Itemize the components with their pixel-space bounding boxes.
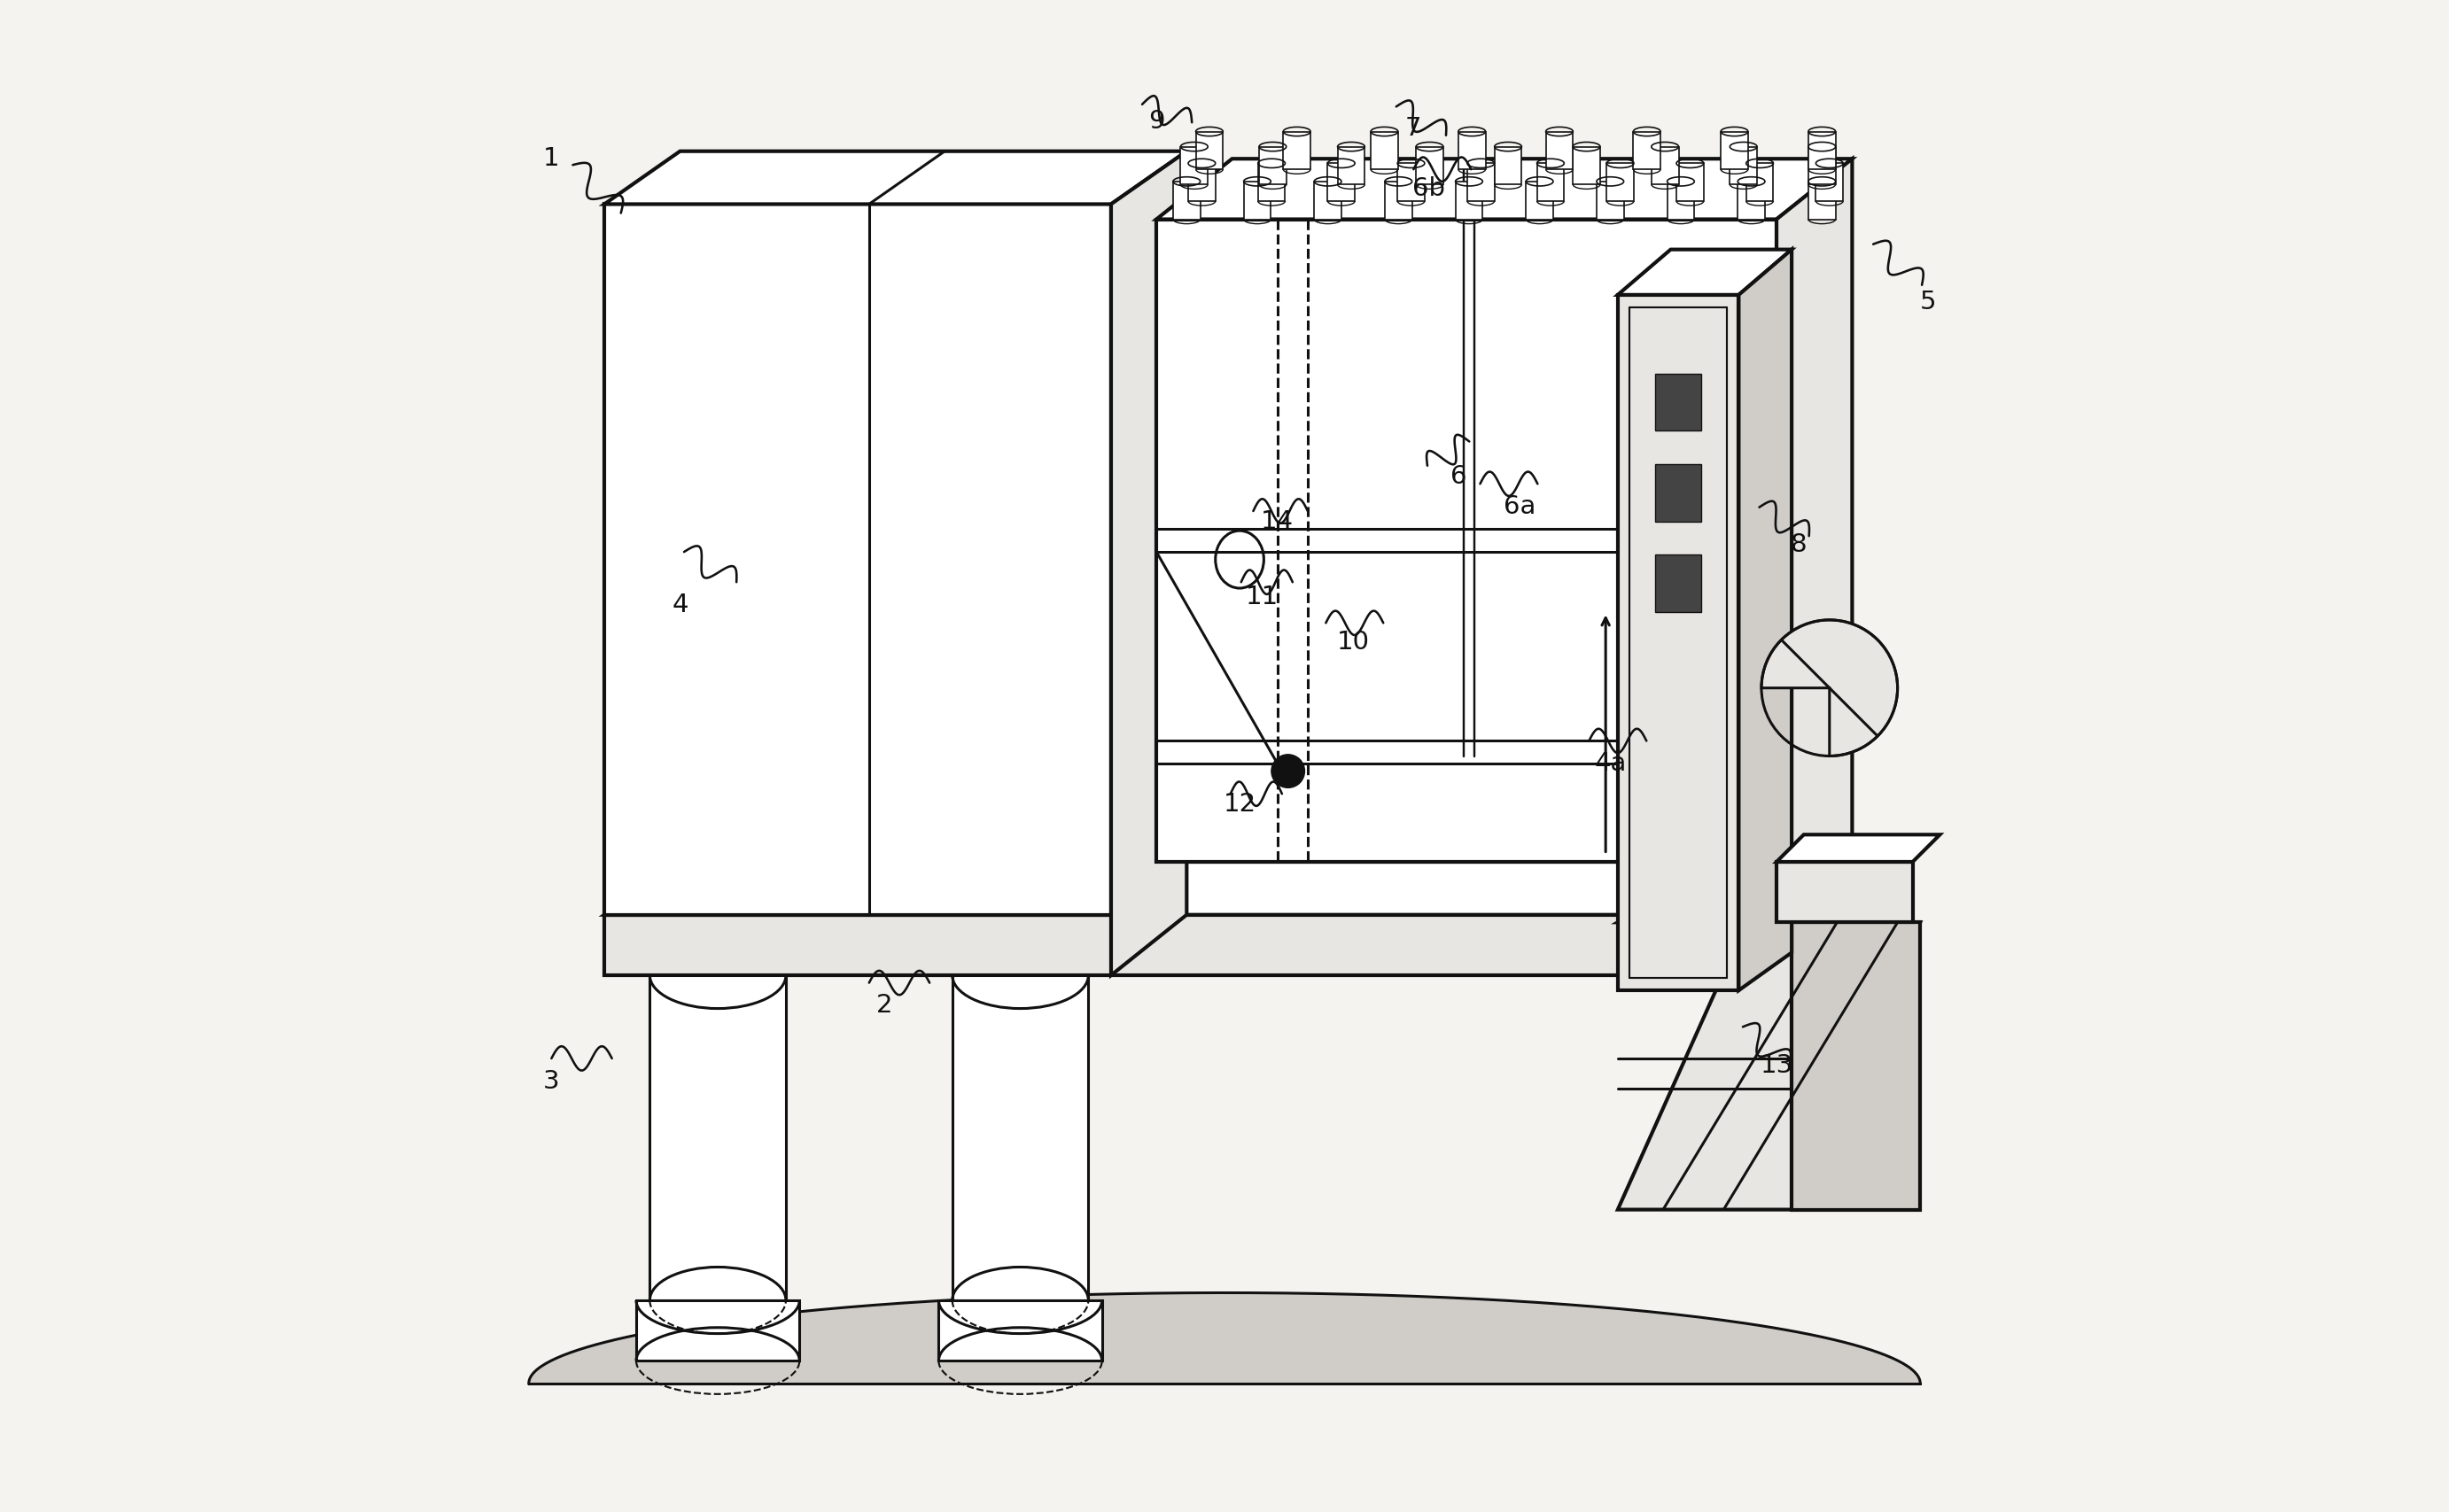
Polygon shape xyxy=(1776,862,1851,975)
Polygon shape xyxy=(1619,892,1844,922)
Polygon shape xyxy=(1651,147,1678,184)
Polygon shape xyxy=(1815,163,1844,201)
Polygon shape xyxy=(605,915,1776,975)
Polygon shape xyxy=(1776,835,1940,862)
Text: 6b: 6b xyxy=(1413,177,1445,201)
Polygon shape xyxy=(1494,147,1521,184)
Polygon shape xyxy=(1455,181,1482,219)
Polygon shape xyxy=(1371,132,1398,169)
Polygon shape xyxy=(1776,159,1851,922)
Polygon shape xyxy=(938,1300,1102,1361)
Text: 14: 14 xyxy=(1261,510,1293,534)
Polygon shape xyxy=(1746,163,1773,201)
Polygon shape xyxy=(1656,555,1702,612)
Wedge shape xyxy=(1761,620,1898,756)
Polygon shape xyxy=(1729,147,1756,184)
Polygon shape xyxy=(1633,132,1660,169)
Polygon shape xyxy=(1656,464,1702,522)
Polygon shape xyxy=(1678,163,1705,201)
Polygon shape xyxy=(1619,922,1920,1210)
Polygon shape xyxy=(1739,249,1793,990)
Polygon shape xyxy=(1572,147,1599,184)
Polygon shape xyxy=(1545,132,1572,169)
Polygon shape xyxy=(605,204,1112,915)
Polygon shape xyxy=(1180,147,1207,184)
Polygon shape xyxy=(605,862,1851,915)
Polygon shape xyxy=(1467,163,1494,201)
Circle shape xyxy=(1271,754,1305,788)
Polygon shape xyxy=(1722,132,1749,169)
Polygon shape xyxy=(1156,219,1776,862)
Polygon shape xyxy=(1776,862,1913,922)
Polygon shape xyxy=(1112,151,1188,975)
Polygon shape xyxy=(1337,147,1364,184)
Polygon shape xyxy=(1398,163,1425,201)
Polygon shape xyxy=(1327,163,1354,201)
Text: 10: 10 xyxy=(1337,631,1369,655)
Polygon shape xyxy=(1384,181,1413,219)
Polygon shape xyxy=(1656,373,1702,431)
Polygon shape xyxy=(953,975,1087,1300)
Polygon shape xyxy=(1807,181,1837,219)
Text: 6: 6 xyxy=(1450,464,1467,488)
Polygon shape xyxy=(1416,147,1442,184)
Text: 12: 12 xyxy=(1222,792,1256,816)
Polygon shape xyxy=(1607,163,1633,201)
Polygon shape xyxy=(1188,163,1215,201)
Polygon shape xyxy=(1538,163,1565,201)
Text: 5: 5 xyxy=(1920,290,1937,314)
Text: 9: 9 xyxy=(1149,109,1166,133)
Polygon shape xyxy=(1807,147,1837,184)
Text: 7: 7 xyxy=(1406,116,1423,141)
Polygon shape xyxy=(1668,181,1695,219)
Text: 4: 4 xyxy=(671,593,688,617)
Text: 3: 3 xyxy=(544,1069,561,1093)
Polygon shape xyxy=(1283,132,1310,169)
Polygon shape xyxy=(605,151,1188,204)
Polygon shape xyxy=(1619,249,1793,295)
Text: 13: 13 xyxy=(1761,1054,1793,1078)
Polygon shape xyxy=(637,1300,798,1361)
Polygon shape xyxy=(1526,181,1553,219)
Text: 2: 2 xyxy=(877,993,891,1018)
Polygon shape xyxy=(1597,181,1624,219)
Polygon shape xyxy=(1244,181,1271,219)
Text: 4a: 4a xyxy=(1594,751,1626,776)
Polygon shape xyxy=(1173,181,1200,219)
Polygon shape xyxy=(1195,132,1222,169)
Polygon shape xyxy=(1807,132,1837,169)
Polygon shape xyxy=(1259,147,1286,184)
Polygon shape xyxy=(1793,922,1920,1210)
Text: 6a: 6a xyxy=(1504,494,1536,519)
Text: 8: 8 xyxy=(1790,532,1807,556)
Polygon shape xyxy=(1619,295,1739,990)
Text: 11: 11 xyxy=(1247,585,1278,609)
Text: 1: 1 xyxy=(544,147,561,171)
Polygon shape xyxy=(649,975,786,1300)
Polygon shape xyxy=(1259,163,1286,201)
Polygon shape xyxy=(1156,159,1851,219)
Polygon shape xyxy=(1457,132,1487,169)
Polygon shape xyxy=(1315,181,1342,219)
Polygon shape xyxy=(1739,181,1766,219)
